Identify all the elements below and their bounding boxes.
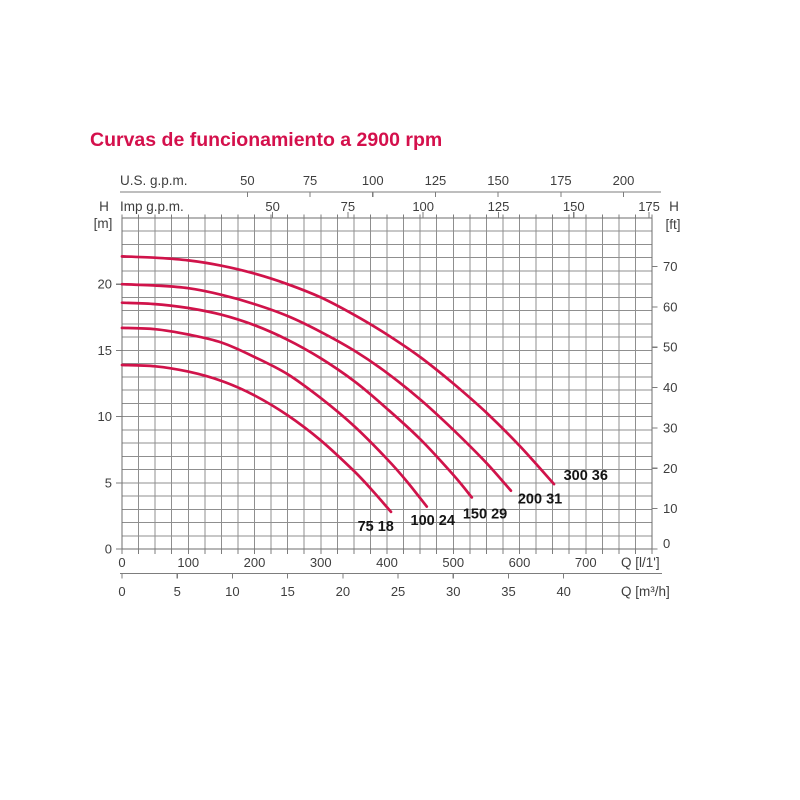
imp-gpm-axis-label: Imp g.p.m. xyxy=(120,199,184,214)
left-axis-tick-label: 10 xyxy=(98,409,112,424)
q-lmin-axis-label: Q [l/1'] xyxy=(621,555,660,570)
curve-label-300-36: 300 36 xyxy=(564,468,608,484)
imp-gpm-tick-label: 75 xyxy=(341,199,355,214)
us-gpm-tick-label: 175 xyxy=(550,173,572,188)
right-axis-unit: [ft] xyxy=(665,217,680,232)
left-axis-tick-label: 15 xyxy=(98,343,112,358)
left-axis-title: H xyxy=(99,199,109,214)
right-axis-tick-label: 50 xyxy=(663,340,677,355)
pump-curve-200-31 xyxy=(120,282,513,493)
q-m3h-tick-label: 5 xyxy=(174,584,181,599)
us-gpm-tick-label: 200 xyxy=(613,173,635,188)
left-axis-unit: [m] xyxy=(94,216,113,231)
imp-gpm-tick-label: 100 xyxy=(412,199,434,214)
imp-gpm-tick-label: 175 xyxy=(638,199,660,214)
q-lmin-tick-label: 0 xyxy=(118,555,125,570)
q-m3h-axis-label: Q [m³/h] xyxy=(621,584,670,599)
q-m3h-tick-label: 30 xyxy=(446,584,460,599)
q-m3h-tick-label: 10 xyxy=(225,584,239,599)
q-lmin-tick-label: 300 xyxy=(310,555,332,570)
pump-curve-100-24 xyxy=(120,326,429,508)
us-gpm-axis-label: U.S. g.p.m. xyxy=(120,173,188,188)
pump-curve-300-36 xyxy=(120,255,556,486)
q-m3h-tick-label: 20 xyxy=(336,584,350,599)
right-axis-tick-label: 0 xyxy=(663,536,670,551)
pump-curve-75-18 xyxy=(120,363,393,514)
left-axis-tick-label: 0 xyxy=(105,542,112,557)
pump-curve-150-29 xyxy=(120,301,474,499)
curve-label-75-18: 75 18 xyxy=(358,519,394,535)
right-axis-tick-label: 70 xyxy=(663,259,677,274)
q-m3h-tick-label: 0 xyxy=(118,584,125,599)
q-lmin-tick-label: 500 xyxy=(442,555,464,570)
q-m3h-tick-label: 35 xyxy=(501,584,515,599)
q-m3h-tick-label: 15 xyxy=(280,584,294,599)
chart-title: Curvas de funcionamiento a 2900 rpm xyxy=(90,129,443,151)
q-m3h-tick-label: 40 xyxy=(556,584,570,599)
right-axis-tick-label: 10 xyxy=(663,501,677,516)
imp-gpm-tick-label: 125 xyxy=(488,199,510,214)
q-m3h-tick-label: 25 xyxy=(391,584,405,599)
q-lmin-tick-label: 400 xyxy=(376,555,398,570)
us-gpm-tick-label: 50 xyxy=(240,173,254,188)
right-axis-tick-label: 20 xyxy=(663,461,677,476)
curve-label-150-29: 150 29 xyxy=(463,506,507,522)
us-gpm-tick-label: 75 xyxy=(303,173,317,188)
us-gpm-tick-label: 125 xyxy=(425,173,447,188)
imp-gpm-tick-label: 50 xyxy=(265,199,279,214)
right-axis-tick-label: 60 xyxy=(663,299,677,314)
left-axis-tick-label: 20 xyxy=(98,277,112,292)
q-lmin-tick-label: 700 xyxy=(575,555,597,570)
right-axis-tick-label: 40 xyxy=(663,380,677,395)
right-axis-title: H xyxy=(669,199,679,214)
left-axis-tick-label: 5 xyxy=(105,475,112,490)
imp-gpm-tick-label: 150 xyxy=(563,199,585,214)
q-lmin-tick-label: 100 xyxy=(177,555,199,570)
right-axis-tick-label: 30 xyxy=(663,420,677,435)
us-gpm-tick-label: 150 xyxy=(487,173,509,188)
q-lmin-tick-label: 200 xyxy=(244,555,266,570)
curve-label-100-24: 100 24 xyxy=(411,513,455,529)
q-lmin-tick-label: 600 xyxy=(509,555,531,570)
curve-label-200-31: 200 31 xyxy=(518,492,562,508)
us-gpm-tick-label: 100 xyxy=(362,173,384,188)
